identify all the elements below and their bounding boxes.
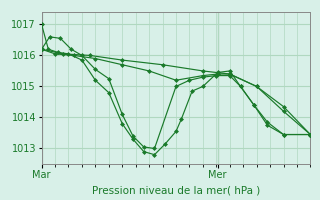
X-axis label: Pression niveau de la mer( hPa ): Pression niveau de la mer( hPa ) [92,185,260,195]
